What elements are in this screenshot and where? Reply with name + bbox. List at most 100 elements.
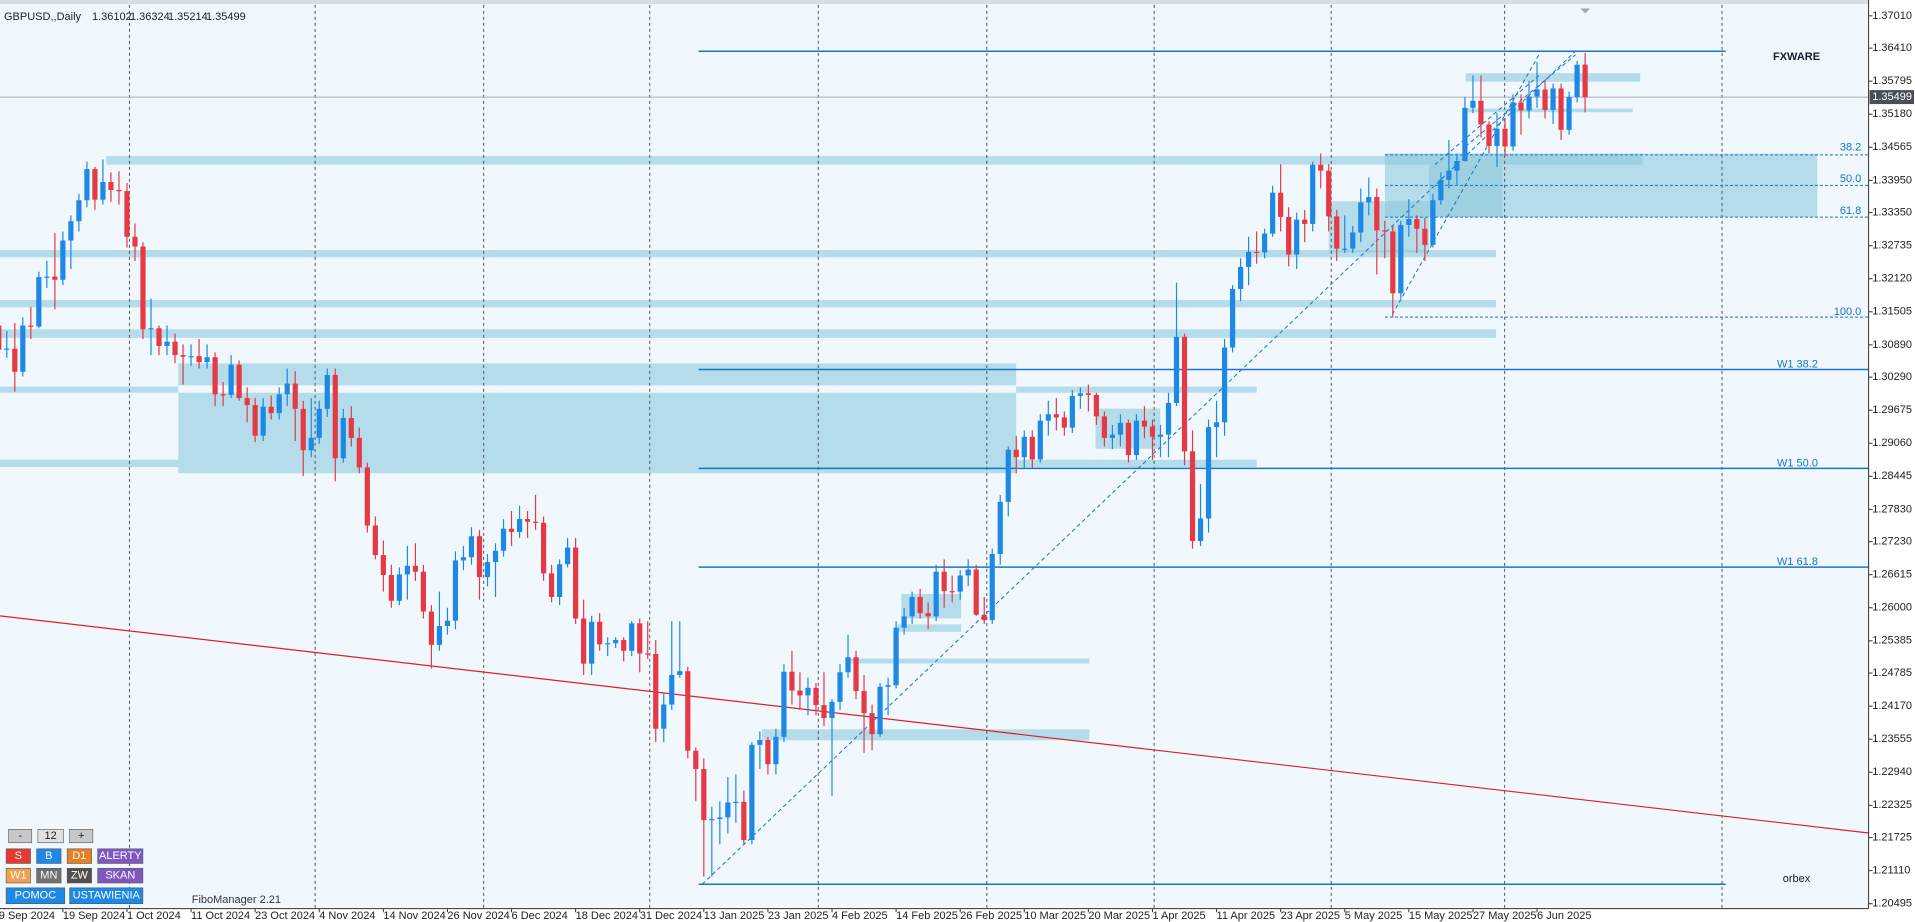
candle-body	[573, 547, 579, 619]
candle-body	[44, 276, 50, 278]
panel-button-label[interactable]: +	[78, 830, 84, 842]
candle-body	[685, 671, 691, 751]
candle-body	[20, 325, 26, 372]
panel-button[interactable]	[66, 848, 92, 864]
y-tick-label: 1.34565	[1872, 141, 1912, 153]
candle-body	[1157, 434, 1164, 437]
candle-body	[1229, 288, 1236, 348]
candle-body	[1165, 402, 1172, 435]
candle-body	[677, 671, 683, 675]
y-tick-label: 1.25385	[1872, 635, 1912, 647]
zone	[1465, 108, 1633, 113]
panel-button-label[interactable]: MN	[40, 870, 57, 882]
candle-body	[476, 536, 483, 578]
candle-body	[316, 408, 322, 438]
candle-body	[965, 569, 971, 576]
candle-body	[717, 817, 723, 820]
candle-body	[1518, 102, 1524, 111]
x-tick-label: 5 May 2025	[1345, 910, 1402, 922]
panel-button-label[interactable]: POMOC	[15, 890, 57, 902]
panel-button-label[interactable]: D1	[72, 850, 86, 862]
candle-body	[508, 528, 515, 532]
candle-body	[629, 623, 635, 651]
candle-body	[557, 564, 563, 598]
candle-body	[581, 618, 587, 664]
candle-body	[332, 374, 338, 459]
candle-body	[380, 555, 386, 575]
y-tick-label: 1.26000	[1872, 602, 1912, 614]
panel-button[interactable]	[66, 868, 92, 884]
panel-button-label[interactable]: W1	[10, 870, 27, 882]
zone	[0, 386, 179, 393]
candle-body	[1406, 219, 1412, 225]
candle-body	[460, 557, 467, 561]
weekly-fib-label: W1 38.2	[1777, 359, 1818, 371]
candle-body	[909, 597, 915, 617]
panel-button[interactable]	[69, 887, 144, 905]
panel-button[interactable]	[69, 829, 94, 844]
candle-body	[1053, 414, 1059, 418]
panel-button[interactable]	[8, 829, 33, 844]
panel-button-label[interactable]: SKAN	[105, 870, 135, 882]
candle-body	[1221, 347, 1228, 423]
panel-button[interactable]	[36, 868, 62, 884]
candle-body	[428, 611, 435, 645]
candle-body	[1029, 436, 1035, 460]
panel-button-label[interactable]: -	[18, 830, 22, 842]
candle-body	[1133, 420, 1140, 456]
candle-body	[468, 536, 475, 558]
candle-body	[292, 383, 298, 409]
panel-button-label[interactable]: 12	[45, 830, 57, 842]
panel-button-label[interactable]: ALERTY	[99, 850, 142, 862]
candle-body	[1526, 96, 1532, 111]
candle-body	[925, 613, 931, 617]
candle-body	[837, 672, 843, 702]
panel-button-label[interactable]: ZW	[71, 870, 89, 882]
candle-body	[492, 550, 499, 563]
candle-body	[260, 406, 266, 436]
candle-body	[372, 525, 378, 556]
candle-body	[60, 240, 66, 280]
candle-body	[1181, 336, 1188, 452]
candle-body	[1534, 89, 1540, 97]
x-tick-label: 18 Dec 2024	[576, 910, 638, 922]
zone	[1016, 386, 1257, 393]
candle-body	[188, 356, 194, 358]
y-tick-label: 1.22325	[1872, 799, 1912, 811]
candle-body	[244, 398, 250, 406]
candle-body	[1061, 417, 1067, 428]
candle-body	[4, 348, 10, 350]
panel-button[interactable]	[5, 887, 66, 905]
y-tick-label: 1.21110	[1872, 865, 1910, 877]
x-tick-label: 26 Nov 2024	[447, 910, 509, 922]
candle-body	[1093, 394, 1099, 417]
brand-logo: orbex	[1783, 873, 1811, 885]
zone	[106, 156, 1385, 165]
panel-button[interactable]	[97, 848, 144, 864]
candle-body	[524, 519, 531, 522]
candle-body	[1414, 219, 1420, 229]
panel-button-label[interactable]: USTAWIENIA	[73, 890, 141, 902]
candle-body	[613, 640, 619, 644]
candle-body	[757, 740, 763, 745]
panel-button[interactable]	[5, 868, 31, 884]
candle-body	[532, 521, 539, 523]
candle-body	[252, 405, 258, 436]
panel-button-label[interactable]: S	[15, 850, 22, 862]
candle-body	[140, 246, 146, 330]
ohlc-label: 1.36102	[92, 11, 132, 23]
candle-body	[869, 713, 875, 735]
panel-button[interactable]	[36, 848, 62, 864]
candle-body	[997, 501, 1003, 554]
panel-button[interactable]	[97, 868, 144, 884]
candle-body	[957, 575, 963, 592]
weekly-fib-label: W1 50.0	[1777, 457, 1818, 469]
panel-button[interactable]	[5, 848, 31, 864]
panel-button-label[interactable]: B	[45, 850, 52, 862]
candle-body	[172, 341, 178, 356]
panel-button[interactable]	[37, 829, 64, 844]
candle-body	[829, 701, 835, 718]
candle-body	[1085, 393, 1091, 395]
candle-body	[597, 621, 603, 645]
candles	[0, 52, 1588, 877]
